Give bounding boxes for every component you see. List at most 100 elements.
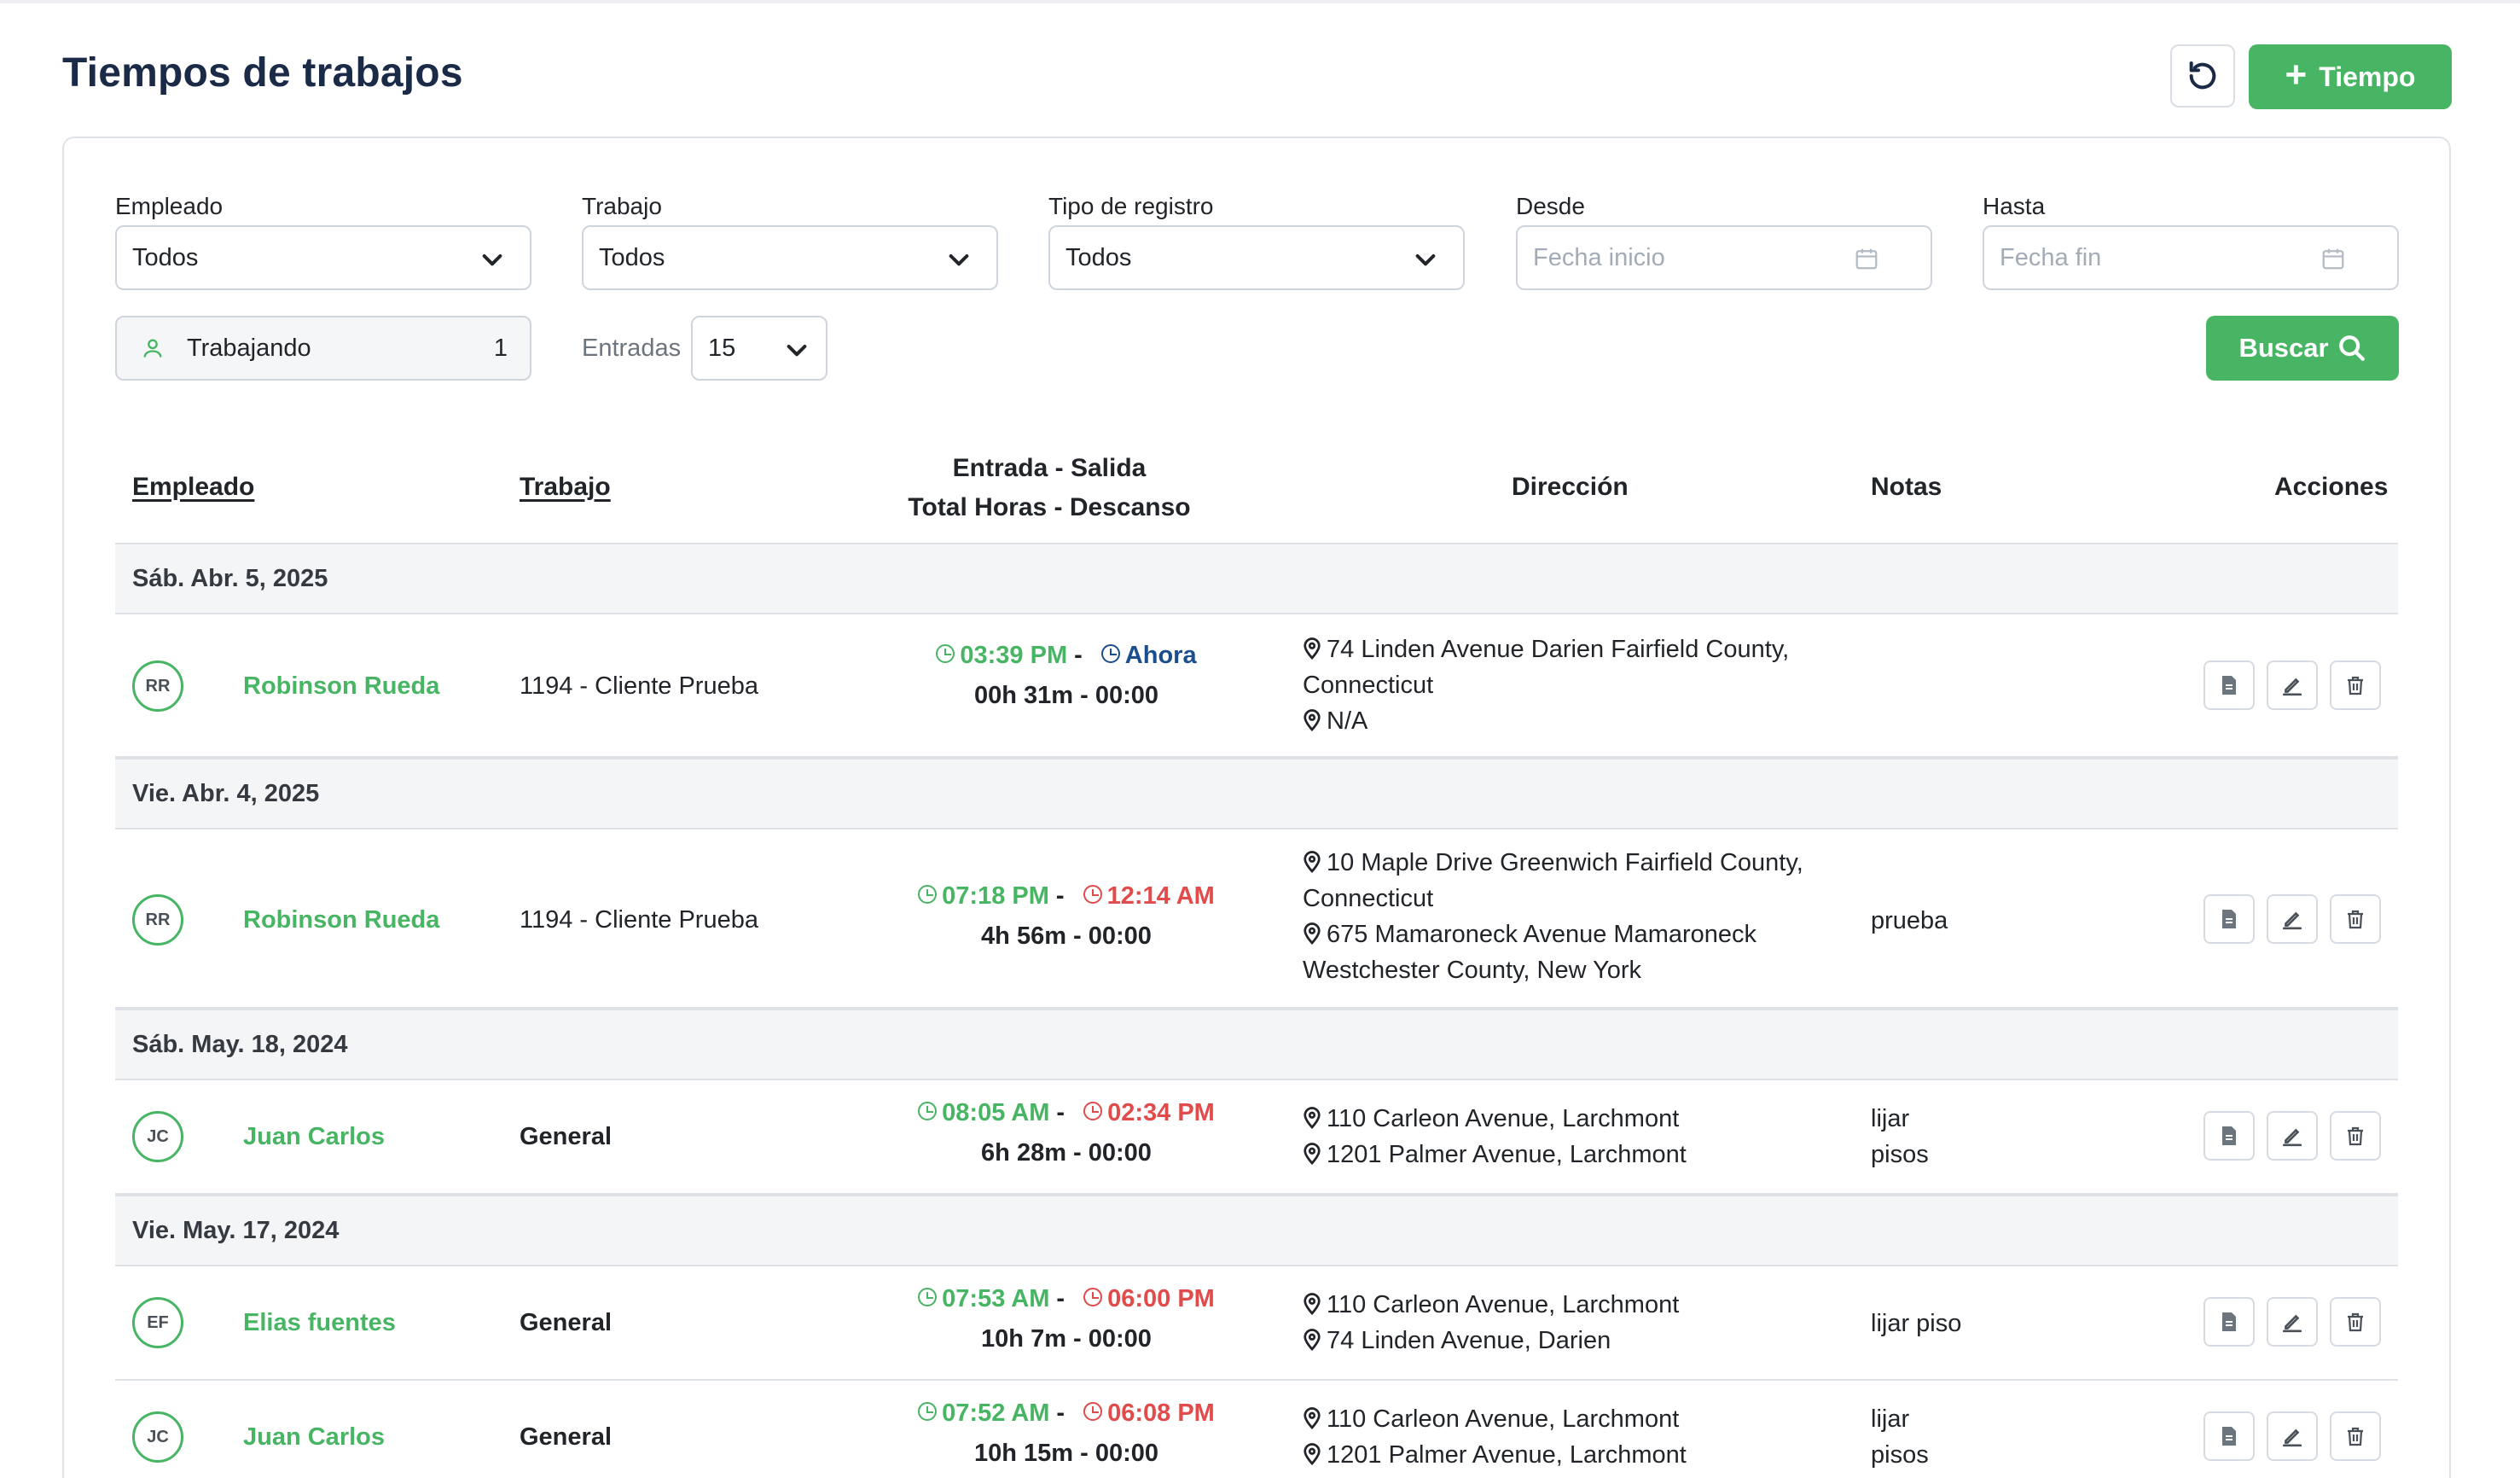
clock-in-address: 110 Carleon Avenue, Larchmont: [1327, 1291, 1680, 1318]
clock-out-address: N/A: [1327, 707, 1368, 735]
plus-icon: +: [2285, 54, 2308, 96]
clock-in-time: 07:52 AM: [942, 1399, 1050, 1427]
edit-button[interactable]: [2267, 1411, 2318, 1461]
edit-button[interactable]: [2267, 660, 2318, 710]
view-button[interactable]: [2204, 1111, 2255, 1161]
refresh-icon: [2189, 61, 2216, 90]
employee-select-value: Todos: [132, 243, 199, 271]
delete-button[interactable]: [2330, 1411, 2381, 1461]
clock-icon: [918, 1402, 938, 1421]
table-row: JC Juan Carlos General 07:52 AM - 06:08 …: [115, 1381, 2398, 1478]
header-times-line2: Total Horas - Descanso: [908, 493, 1191, 521]
search-icon: [2338, 335, 2365, 361]
record-type-select[interactable]: Todos: [1048, 225, 1465, 290]
clock-icon: [1083, 1102, 1103, 1120]
employee-filter-label: Empleado: [115, 193, 224, 219]
document-icon: [2222, 676, 2236, 695]
times-cell: 07:18 PM - 12:14 AM 4h 56m - 00:00: [810, 882, 1322, 951]
view-button[interactable]: [2204, 1411, 2255, 1461]
add-time-button[interactable]: + Tiempo: [2249, 44, 2452, 109]
clock-icon: [936, 644, 955, 663]
total-hours: 00h 31m - 00:00: [973, 682, 1158, 709]
clock-out-address: 675 Mamaroneck Avenue Mamaroneck Westche…: [1303, 921, 1757, 984]
edit-button[interactable]: [2267, 1111, 2318, 1161]
employee-name[interactable]: Robinson Rueda: [243, 906, 440, 934]
clock-icon: [1083, 885, 1102, 904]
to-filter-label: Hasta: [1983, 193, 2046, 219]
times-cell: 07:52 AM - 06:08 PM 10h 15m - 00:00: [810, 1399, 1322, 1468]
employee-name[interactable]: Juan Carlos: [243, 1423, 385, 1451]
to-date-placeholder: Fecha fin: [2000, 243, 2102, 271]
job-name: General: [520, 1123, 612, 1150]
header-address: Dirección: [1512, 473, 1629, 501]
job-name: General: [520, 1309, 612, 1336]
clock-in-address: 110 Carleon Avenue, Larchmont: [1327, 1105, 1680, 1132]
chevron-down-icon: [1415, 254, 1436, 266]
header-job[interactable]: Trabajo: [520, 473, 611, 501]
employee-name[interactable]: Elias fuentes: [243, 1309, 396, 1336]
employee-name[interactable]: Robinson Rueda: [243, 672, 440, 700]
delete-button[interactable]: [2330, 1111, 2381, 1161]
clock-icon: [1083, 1288, 1103, 1306]
notes-cell: lijar piso: [1871, 1310, 1962, 1337]
clock-in-address: 10 Maple Drive Greenwich Fairfield Count…: [1303, 849, 1803, 912]
map-pin-icon: [1304, 1143, 1321, 1165]
delete-button[interactable]: [2330, 894, 2381, 944]
header-actions: Acciones: [2274, 473, 2389, 501]
edit-button[interactable]: [2267, 894, 2318, 944]
delete-button[interactable]: [2330, 1297, 2381, 1347]
pencil-icon: [2282, 1314, 2302, 1333]
entries-label: Entradas: [582, 335, 682, 362]
row-actions: [2204, 1111, 2381, 1161]
trash-icon: [2348, 1427, 2363, 1446]
clock-out-address: 1201 Palmer Avenue, Larchmont: [1327, 1441, 1687, 1469]
job-name: 1194 - Cliente Prueba: [520, 906, 758, 934]
from-date-input[interactable]: Fecha inicio: [1516, 225, 1932, 290]
avatar: RR: [132, 894, 183, 946]
clock-out-time: 06:00 PM: [1107, 1285, 1215, 1312]
header-times-line1: Entrada - Salida: [952, 454, 1147, 482]
total-hours: 6h 28m - 00:00: [981, 1139, 1152, 1167]
avatar: EF: [132, 1297, 183, 1348]
table-row: JC Juan Carlos General 08:05 AM - 02:34 …: [115, 1080, 2398, 1195]
calendar-icon: [1855, 248, 1878, 270]
search-button[interactable]: Buscar: [2206, 316, 2399, 381]
working-label: Trabajando: [187, 334, 311, 362]
delete-button[interactable]: [2330, 660, 2381, 710]
map-pin-icon: [1304, 922, 1321, 945]
clock-out-address: 1201 Palmer Avenue, Larchmont: [1327, 1141, 1687, 1168]
edit-button[interactable]: [2267, 1297, 2318, 1347]
view-button[interactable]: [2204, 660, 2255, 710]
header-times: Entrada - Salida Total Horas - Descanso: [810, 449, 1288, 527]
date-group-header: Vie. Abr. 4, 2025: [115, 758, 2398, 829]
map-pin-icon: [1304, 1107, 1321, 1129]
working-count: 1: [493, 334, 508, 362]
clock-out-time: Ahora: [1124, 642, 1197, 669]
job-select[interactable]: Todos: [582, 225, 998, 290]
job-name: 1194 - Cliente Prueba: [520, 672, 758, 700]
pencil-icon: [2282, 678, 2302, 696]
notes-cell: lijar pisos: [1871, 1405, 1929, 1469]
refresh-button[interactable]: [2170, 44, 2235, 108]
address-cell: 110 Carleon Avenue, Larchmont 1201 Palme…: [1303, 1401, 1832, 1473]
to-date-input[interactable]: Fecha fin: [1983, 225, 2399, 290]
view-button[interactable]: [2204, 894, 2255, 944]
header-employee[interactable]: Empleado: [132, 473, 255, 501]
record-type-select-value: Todos: [1065, 243, 1132, 271]
header-notes: Notas: [1871, 473, 1942, 501]
job-name: General: [520, 1423, 612, 1451]
row-actions: [2204, 894, 2381, 944]
entries-select[interactable]: 15: [691, 316, 827, 381]
notes-cell: lijar pisos: [1871, 1105, 1929, 1168]
document-icon: [2222, 1312, 2236, 1331]
from-filter-label: Desde: [1516, 193, 1585, 219]
trash-icon: [2348, 1312, 2363, 1332]
employee-name[interactable]: Juan Carlos: [243, 1123, 385, 1150]
employee-select[interactable]: Todos: [115, 225, 531, 290]
calendar-icon: [2322, 248, 2344, 270]
working-filter[interactable]: Trabajando 1: [115, 316, 531, 381]
view-button[interactable]: [2204, 1297, 2255, 1347]
clock-icon: [918, 885, 938, 904]
from-date-placeholder: Fecha inicio: [1533, 243, 1665, 271]
table-row: EF Elias fuentes General 07:53 AM - 06:0…: [115, 1266, 2398, 1381]
